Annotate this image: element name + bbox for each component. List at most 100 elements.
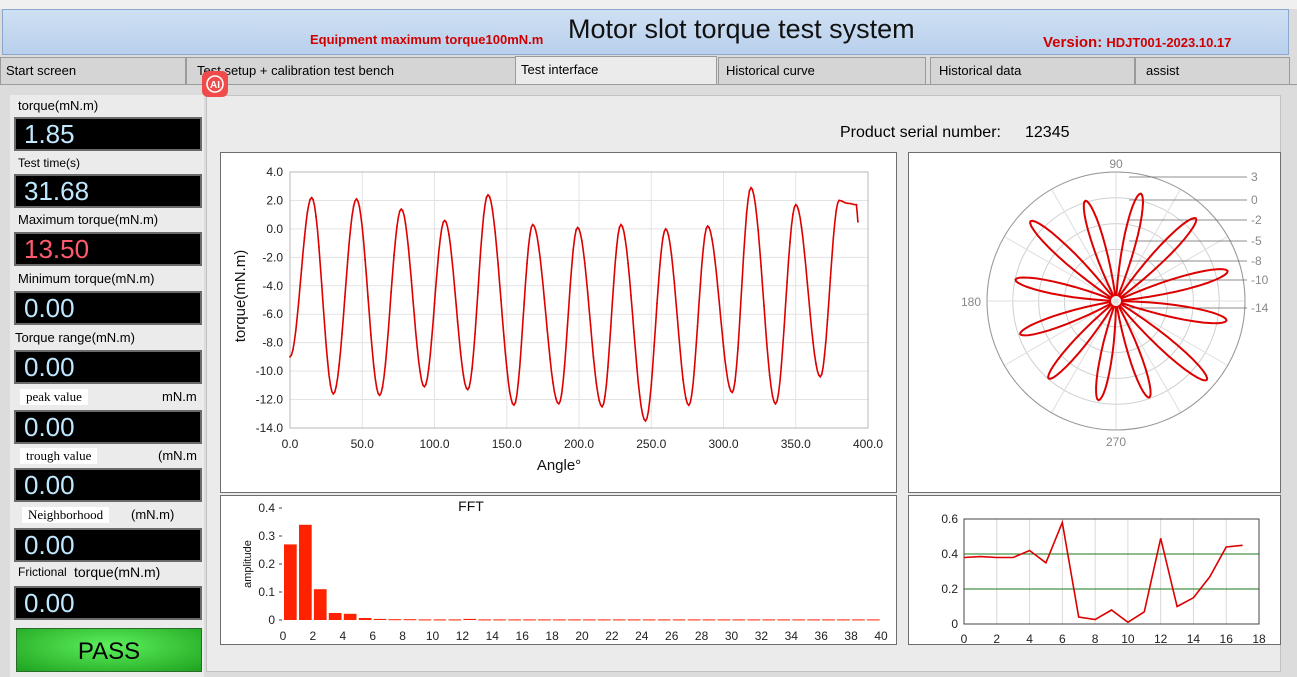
fft-bar	[657, 619, 671, 621]
torque-data-point	[450, 257, 453, 259]
tab-start-screen[interactable]: Start screen	[0, 57, 186, 84]
torque-data-point	[557, 402, 560, 405]
small-y-tick-label: 0.2	[941, 582, 958, 596]
small-plot-frame	[963, 518, 1260, 625]
fft-bar	[597, 619, 611, 621]
torque-data-point	[335, 385, 338, 388]
torque-data-point	[439, 237, 442, 240]
torque-data-point	[508, 390, 511, 392]
torque-data-point	[485, 196, 488, 199]
torque-data-point	[344, 295, 346, 298]
header-banner	[2, 9, 1289, 55]
tab-historical-curve[interactable]: Historical curve	[718, 57, 926, 84]
tab-test-interface[interactable]: Test interface	[515, 56, 717, 85]
torque-data-point	[583, 262, 586, 264]
torque-data-point	[803, 251, 806, 254]
tab-test-setup[interactable]: Test setup + calibration test bench	[186, 57, 516, 84]
torque-data-point	[459, 351, 462, 353]
plot-frame	[289, 171, 869, 429]
torque-data-point	[734, 379, 736, 382]
torque-data-point	[488, 195, 491, 198]
fft-bar	[328, 613, 342, 620]
torque-data-point	[531, 223, 534, 226]
torque-data-point	[430, 338, 433, 341]
torque-data-point	[763, 304, 765, 307]
torque-data-point	[419, 370, 421, 373]
fft-y-tick-label: 0.3	[258, 529, 275, 543]
fft-title: FFT	[458, 498, 484, 514]
tab-label: Historical curve	[726, 63, 815, 78]
test-time-display: 31.68	[14, 174, 202, 208]
torque-data-point	[396, 225, 398, 228]
fft-bar	[284, 544, 297, 620]
torque-data-point	[630, 295, 632, 297]
torque-data-point	[346, 258, 349, 261]
fft-bar	[822, 619, 835, 621]
torque-data-point	[728, 385, 731, 388]
y-tick-label: 4.0	[266, 165, 283, 179]
torque-data-point	[627, 262, 629, 265]
fft-chart-panel: FFT 0.4 0.3 0.2 0.1 0 0 2 4 6 8 10 12 14 16 18 20 22 24 26 2…	[220, 495, 897, 663]
polar-grid-spoke	[1051, 300, 1117, 413]
torque-data-point	[338, 364, 340, 367]
torque-data-point	[731, 391, 734, 394]
torque-data-point	[656, 302, 658, 305]
torque-data-point	[857, 220, 859, 223]
svg-text:AI: AI	[210, 80, 220, 91]
small-x-tick-label: 12	[1154, 632, 1168, 644]
torque-data-point	[581, 240, 583, 242]
torque-data-point	[659, 264, 661, 266]
torque-data-point	[352, 205, 355, 208]
torque-data-point	[303, 236, 306, 239]
frictional-torque-display: 0.00	[14, 586, 202, 620]
fft-bar	[538, 619, 551, 621]
polar-radial-label: -14	[1251, 301, 1269, 315]
torque-data-point	[370, 333, 372, 336]
torque-data-point	[601, 405, 603, 408]
torque-data-point	[448, 233, 450, 236]
tab-historical-data[interactable]: Historical data	[930, 57, 1135, 84]
polar-radial-label: -8	[1251, 254, 1262, 268]
small-x-tick-label: 8	[1092, 632, 1099, 644]
torque-data-point	[514, 401, 517, 404]
torque-data-point	[497, 263, 499, 265]
torque-data-point	[765, 343, 768, 345]
polar-petal-curve	[1014, 192, 1229, 402]
max-torque-display: 13.50	[14, 232, 202, 266]
torque-data-point	[427, 367, 430, 370]
torque-data-point	[436, 266, 439, 269]
torque-data-point	[433, 302, 436, 305]
fft-bar	[553, 619, 566, 621]
torque-data-point	[517, 381, 520, 384]
tab-label: Test interface	[521, 62, 599, 77]
ai-assistant-icon[interactable]: AI	[202, 71, 228, 97]
torque-data-point	[829, 277, 832, 279]
torque-data-point	[505, 366, 508, 369]
small-y-tick-label: 0	[951, 617, 958, 631]
torque-data-point	[609, 325, 612, 328]
torque-data-point	[471, 367, 473, 370]
torque-data-point	[754, 202, 757, 205]
fft-bar	[583, 619, 596, 621]
torque-data-point	[537, 244, 540, 247]
torque-display: 1.85	[14, 117, 202, 151]
y-axis-label: torque(mN.m)	[232, 250, 249, 343]
torque-data-point	[468, 386, 471, 389]
ai-assistant-glyph: AI	[206, 75, 224, 93]
fft-bar	[852, 619, 865, 621]
polar-grid-spoke	[1115, 300, 1181, 413]
torque-data-point	[687, 404, 690, 407]
fft-bar	[448, 619, 462, 621]
torque-data-point	[575, 229, 577, 231]
torque-data-point	[852, 203, 855, 206]
torque-data-point	[725, 369, 728, 372]
fft-bar	[762, 619, 776, 621]
tab-assist[interactable]: assist	[1135, 57, 1290, 84]
fft-bar	[612, 619, 626, 621]
fft-y-axis-label: amplitude	[242, 540, 254, 588]
torque-data-point	[416, 346, 419, 349]
frictional-unit-label: torque(mN.m)	[74, 564, 161, 580]
torque-data-point	[503, 335, 505, 337]
torque-data-point	[737, 347, 739, 350]
torque-data-point	[563, 364, 566, 367]
